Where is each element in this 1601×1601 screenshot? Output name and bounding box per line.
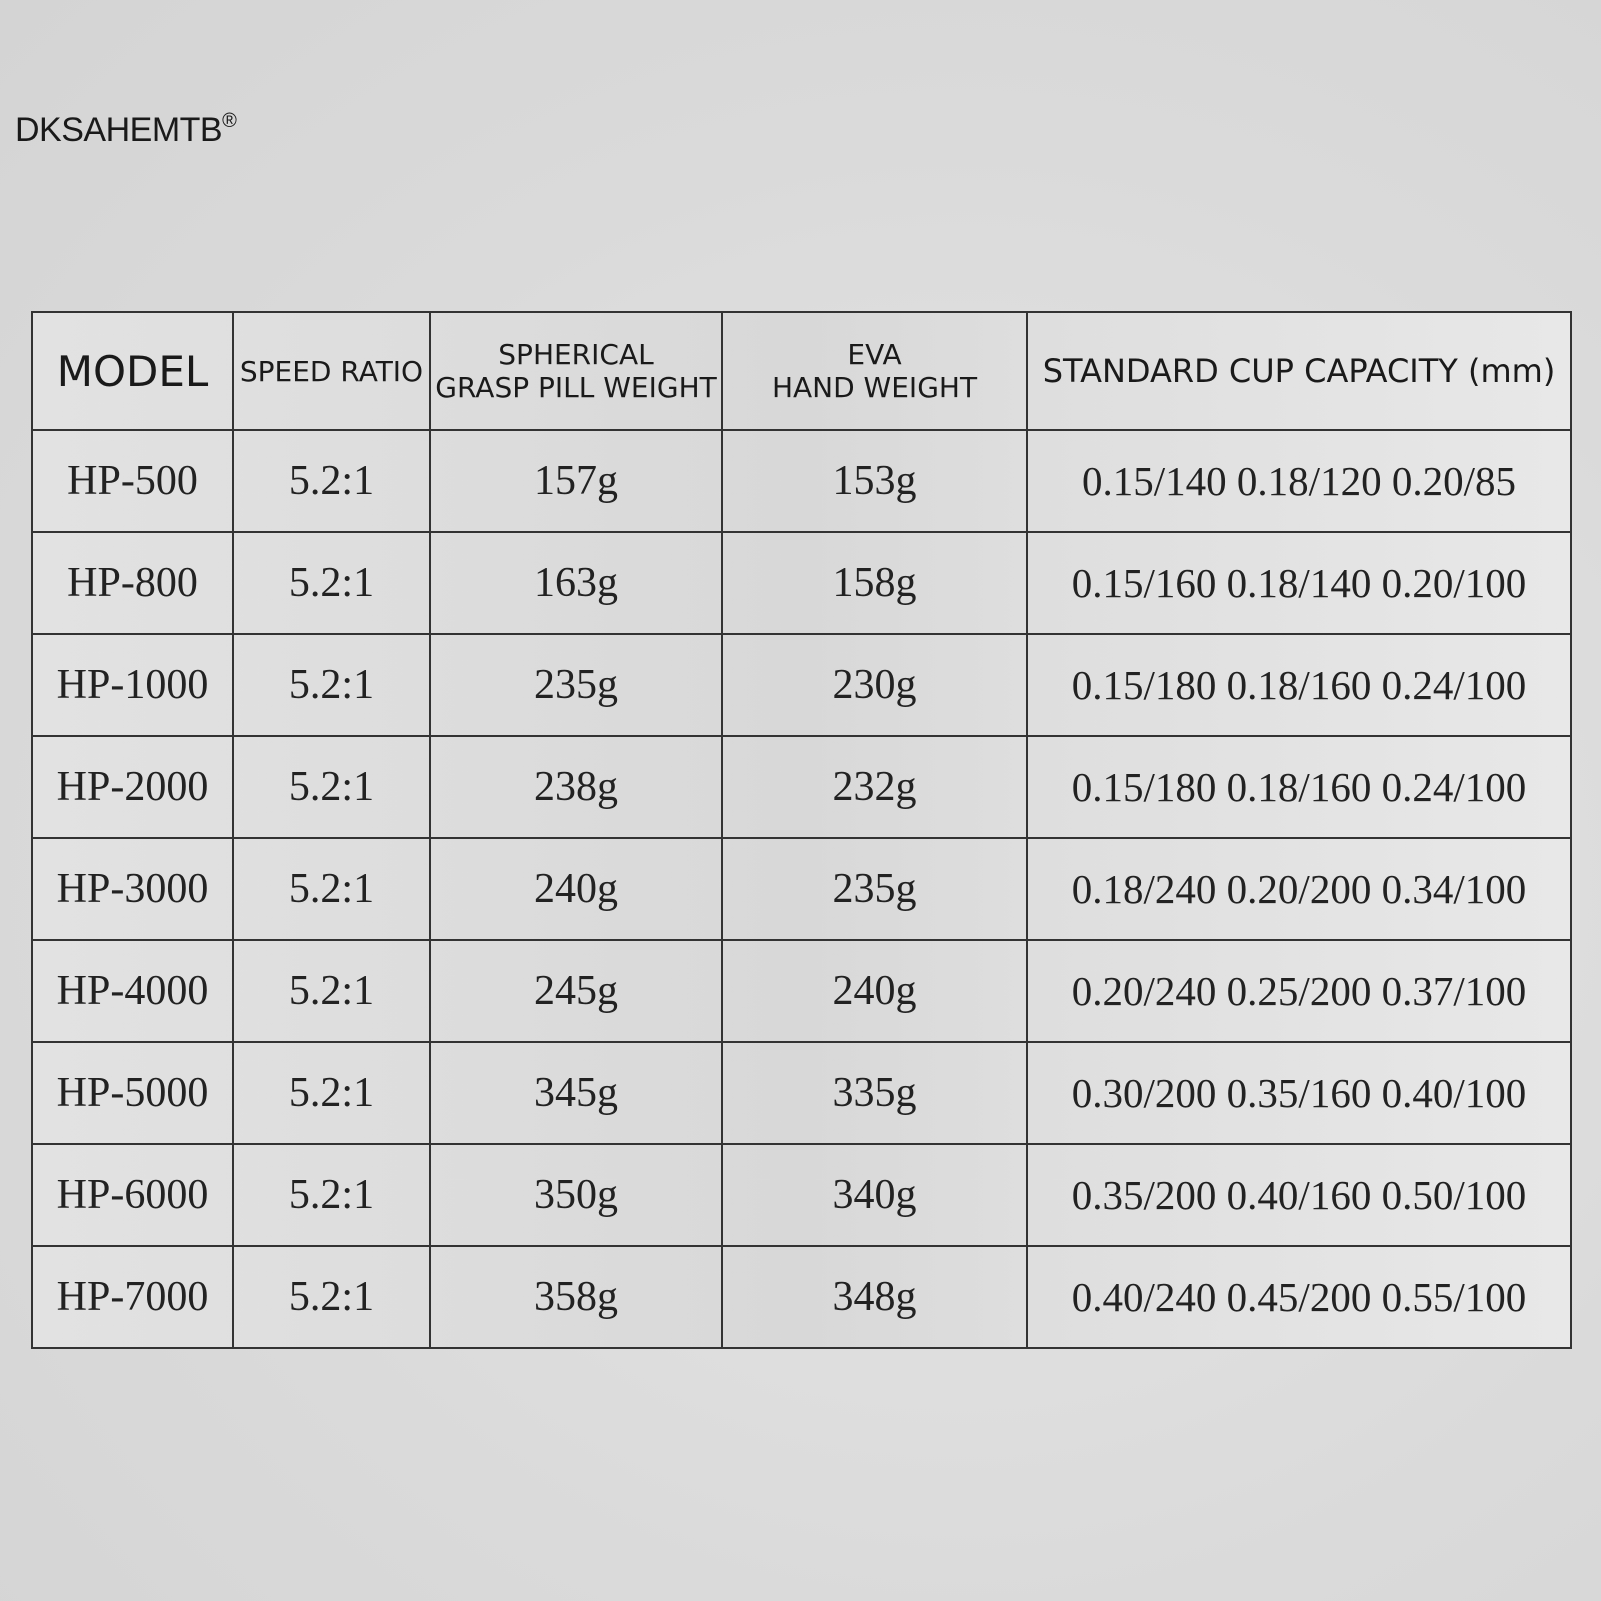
table-cell: HP-5000 [31, 1041, 234, 1145]
table-cell: 0.15/160 0.18/140 0.20/100 [1026, 531, 1572, 635]
table-cell: HP-6000 [31, 1143, 234, 1247]
table-cell: 0.15/180 0.18/160 0.24/100 [1026, 633, 1572, 737]
table-cell: 0.15/180 0.18/160 0.24/100 [1026, 735, 1572, 839]
table-cell: 0.18/240 0.20/200 0.34/100 [1026, 837, 1572, 941]
column-header: MODEL [31, 311, 234, 431]
brand-mark: ® [222, 110, 237, 132]
header-line: SPEED RATIO [239, 354, 424, 388]
table-cell: 335g [721, 1041, 1028, 1145]
table-cell: 5.2:1 [232, 429, 431, 533]
table-cell: 358g [429, 1245, 723, 1349]
table-cell: 0.35/200 0.40/160 0.50/100 [1026, 1143, 1572, 1247]
table-cell: HP-500 [31, 429, 234, 533]
table-cell: 0.40/240 0.45/200 0.55/100 [1026, 1245, 1572, 1349]
table-body: HP-500 5.2:1 157g 153g 0.15/140 0.18/120 0.2… [31, 429, 1572, 1349]
table-cell: HP-4000 [31, 939, 234, 1043]
table-cell: 157g [429, 429, 723, 533]
table-cell: 158g [721, 531, 1028, 635]
header-line: EVA [847, 338, 902, 371]
table-cell: 230g [721, 633, 1028, 737]
table-row: HP-1000 5.2:1 235g 230g 0.15/180 0.18/160 0.… [31, 633, 1572, 737]
header-row: MODEL SPEED RATIO SPHERICAL GRASP PILL WEIG… [31, 311, 1572, 431]
table-row: HP-6000 5.2:1 350g 340g 0.35/200 0.40/160 0.… [31, 1143, 1572, 1247]
table-cell: 5.2:1 [232, 1143, 431, 1247]
table-row: HP-3000 5.2:1 240g 235g 0.18/240 0.20/200 0.… [31, 837, 1572, 941]
table-cell: HP-2000 [31, 735, 234, 839]
header-line: GRASP PILL WEIGHT [435, 371, 717, 404]
header-line: HAND WEIGHT [771, 371, 978, 404]
table-row: HP-2000 5.2:1 238g 232g 0.15/180 0.18/160 0.… [31, 735, 1572, 839]
table-row: HP-500 5.2:1 157g 153g 0.15/140 0.18/120 0.2… [31, 429, 1572, 533]
table-cell: 340g [721, 1143, 1028, 1247]
table-cell: 232g [721, 735, 1028, 839]
table-cell: 5.2:1 [232, 633, 431, 737]
column-header: EVA HAND WEIGHT [721, 311, 1028, 431]
table-row: HP-5000 5.2:1 345g 335g 0.30/200 0.35/160 0.… [31, 1041, 1572, 1145]
table-cell: 0.15/140 0.18/120 0.20/85 [1026, 429, 1572, 533]
table-cell: 350g [429, 1143, 723, 1247]
table-cell: HP-1000 [31, 633, 234, 737]
column-header: SPEED RATIO [232, 311, 431, 431]
column-header: STANDARD CUP CAPACITY (mm) [1026, 311, 1572, 431]
table-cell: 348g [721, 1245, 1028, 1349]
header-line: SPHERICAL [498, 338, 654, 371]
header-line: STANDARD CUP CAPACITY (mm) [1042, 351, 1556, 390]
table-cell: 235g [429, 633, 723, 737]
brand: DKSAHEMTB® [15, 110, 237, 150]
table-cell: 5.2:1 [232, 1041, 431, 1145]
column-header: SPHERICAL GRASP PILL WEIGHT [429, 311, 723, 431]
table-cell: HP-800 [31, 531, 234, 635]
table-cell: 240g [429, 837, 723, 941]
table-row: HP-4000 5.2:1 245g 240g 0.20/240 0.25/200 0.… [31, 939, 1572, 1043]
spec-table: MODEL SPEED RATIO SPHERICAL GRASP PILL WEIG… [31, 311, 1572, 1349]
table-cell: 238g [429, 735, 723, 839]
header-line: MODEL [56, 346, 209, 396]
table-cell: 0.20/240 0.25/200 0.37/100 [1026, 939, 1572, 1043]
table-cell: 163g [429, 531, 723, 635]
brand-name: DKSAHEMTB [15, 111, 223, 149]
table-cell: 0.30/200 0.35/160 0.40/100 [1026, 1041, 1572, 1145]
table-row: HP-800 5.2:1 163g 158g 0.15/160 0.18/140 0.2… [31, 531, 1572, 635]
table-cell: 5.2:1 [232, 1245, 431, 1349]
table-cell: HP-7000 [31, 1245, 234, 1349]
table-row: HP-7000 5.2:1 358g 348g 0.40/240 0.45/200 0.… [31, 1245, 1572, 1349]
table-cell: 5.2:1 [232, 531, 431, 635]
table-cell: HP-3000 [31, 837, 234, 941]
table-cell: 5.2:1 [232, 939, 431, 1043]
table-cell: 245g [429, 939, 723, 1043]
table-cell: 345g [429, 1041, 723, 1145]
table-cell: 235g [721, 837, 1028, 941]
table-cell: 5.2:1 [232, 837, 431, 941]
table-cell: 240g [721, 939, 1028, 1043]
table-cell: 5.2:1 [232, 735, 431, 839]
table-cell: 153g [721, 429, 1028, 533]
